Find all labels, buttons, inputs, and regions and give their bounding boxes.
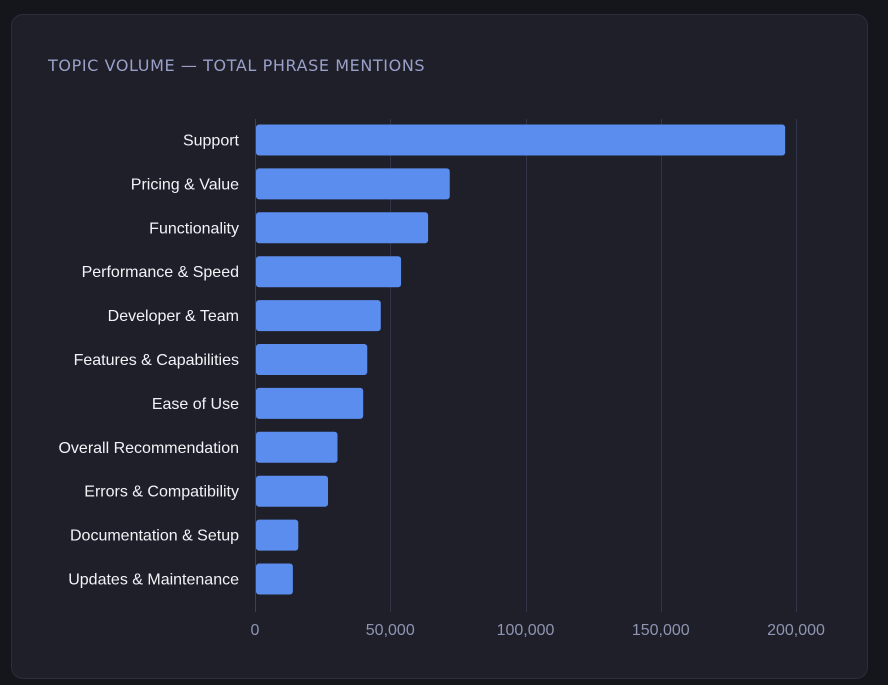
category-label: Pricing & Value — [131, 176, 239, 193]
bar — [256, 344, 368, 375]
x-tick-label: 100,000 — [497, 622, 555, 639]
bar — [256, 431, 338, 463]
bar — [256, 168, 450, 200]
category-label: Errors & Compatibility — [84, 484, 239, 501]
bar — [256, 124, 786, 156]
category-label: Performance & Speed — [82, 264, 239, 281]
bar — [256, 256, 402, 288]
x-tick-label: 200,000 — [767, 622, 825, 639]
x-tick-label: 50,000 — [366, 622, 415, 639]
bar — [256, 475, 329, 507]
bar — [256, 563, 293, 595]
category-label: Functionality — [149, 220, 239, 237]
category-label: Developer & Team — [108, 308, 239, 325]
bar — [256, 519, 299, 551]
chart-title: TOPIC VOLUME — TOTAL PHRASE MENTIONS — [48, 56, 426, 75]
category-label: Support — [183, 133, 240, 150]
x-tick-label: 0 — [251, 622, 260, 639]
x-tick-label: 150,000 — [632, 622, 690, 639]
category-label: Overall Recommendation — [58, 440, 239, 457]
category-label: Features & Capabilities — [74, 352, 239, 369]
bar — [256, 212, 429, 244]
bar — [256, 387, 364, 419]
category-label: Documentation & Setup — [70, 528, 239, 545]
bar — [256, 300, 381, 332]
category-label: Ease of Use — [152, 396, 239, 413]
category-label: Updates & Maintenance — [68, 572, 239, 589]
